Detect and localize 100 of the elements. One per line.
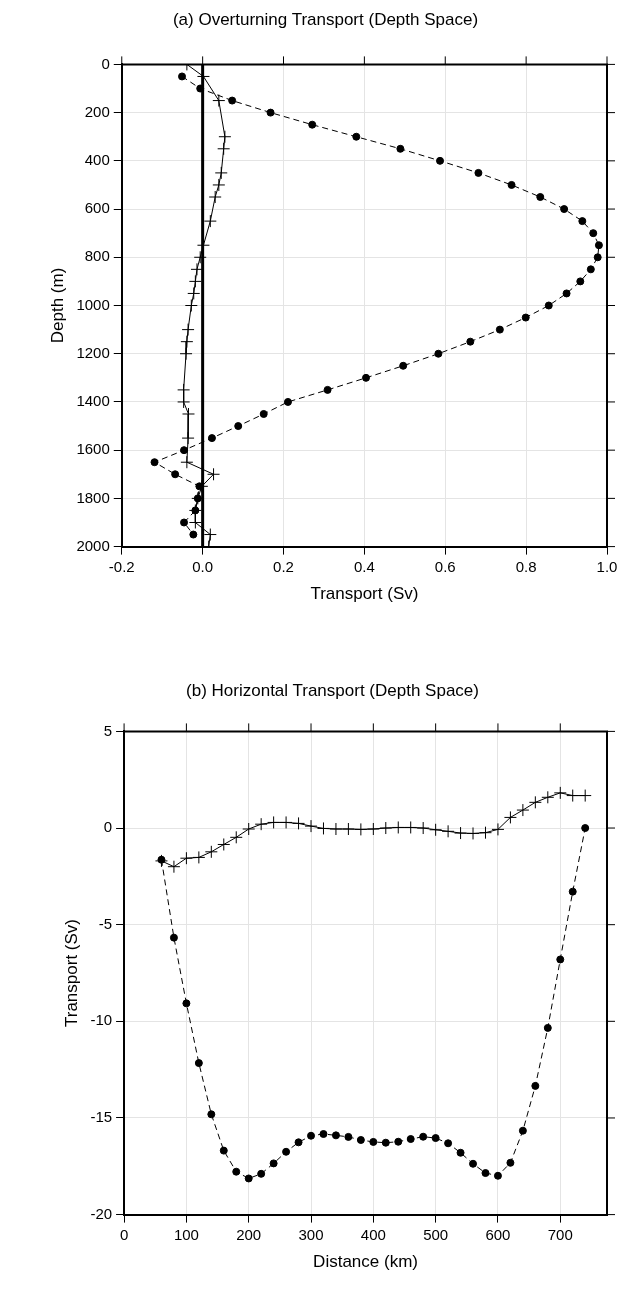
point [507,180,516,189]
point [589,229,598,238]
point [341,822,355,836]
point [257,1169,266,1178]
chart-title: (a) Overturning Transport (Depth Space) [172,9,479,29]
point [419,1132,428,1141]
point [184,299,198,312]
x-tick-label: 400 [360,1225,386,1243]
point [431,1134,440,1143]
point [218,130,232,144]
point [232,1167,241,1176]
point [562,289,571,298]
y-axis-title: Transport (Sv) [61,918,81,1028]
point [282,1147,291,1156]
point [266,108,275,117]
point [469,1159,478,1168]
point [194,1059,203,1068]
point [169,933,178,942]
point [308,120,317,129]
point [304,819,318,833]
point [481,1169,490,1178]
point [279,815,293,829]
point [292,816,306,830]
point [150,458,159,467]
x-tick-label: 0.4 [353,557,375,575]
point [521,313,530,322]
y-tick-label: 2000 [76,536,110,554]
point [212,94,226,108]
point [581,824,590,833]
point [259,410,268,418]
x-tick-label: 0.8 [515,557,537,575]
point [207,434,216,443]
point [242,822,256,836]
y-tick-label: 800 [84,247,110,265]
y-tick-label: 5 [103,721,113,739]
x-tick-label: 100 [173,1225,199,1243]
point [566,789,580,803]
point [578,217,587,226]
point [323,385,332,394]
x-axis-title: Transport (Sv) [310,584,419,604]
point [556,955,565,964]
point [454,826,468,840]
x-tick-label: 200 [236,1225,262,1243]
point [316,821,330,835]
point [344,1132,353,1141]
point [179,851,193,865]
point [331,1131,340,1140]
point [180,335,194,349]
point [244,1174,253,1183]
x-tick-label: 1.0 [596,557,618,575]
point [254,817,268,831]
point [491,822,505,836]
point [466,337,475,346]
point [593,253,602,262]
point [478,826,492,840]
point [181,323,195,337]
y-tick-label: 600 [84,199,110,217]
point [217,837,231,851]
point [171,470,180,479]
point [188,274,202,288]
x-tick-label: 700 [547,1225,573,1243]
point [441,824,455,838]
x-tick-label: 0.6 [434,557,456,575]
point [193,250,207,264]
point [369,1137,378,1146]
point [541,790,555,804]
point [594,241,603,250]
point [356,1135,365,1144]
point [568,887,577,896]
point [543,1023,552,1032]
point [436,156,444,165]
point [416,821,430,835]
y-tick-label: 1000 [76,295,110,313]
point [228,96,237,105]
point [503,810,517,824]
point [434,349,443,358]
point [474,168,483,177]
x-tick-label: -0.2 [108,557,135,575]
point [391,820,405,834]
point [283,397,292,406]
point [180,446,189,455]
y-axis-title: Depth (m) [47,267,67,344]
point [553,786,567,800]
point [518,1126,527,1135]
point [178,72,187,81]
point [404,820,418,834]
point [219,1146,228,1155]
y-tick-label: 1600 [76,440,110,458]
point [192,850,206,864]
y-tick-label: 0 [103,818,113,836]
point [456,1148,465,1157]
point [234,422,243,431]
point [381,1138,390,1147]
point [177,383,191,397]
x-axis-title: Distance (km) [313,1252,418,1272]
point [352,132,361,141]
point [366,822,380,836]
point [269,1159,278,1168]
point [536,193,545,202]
point [379,821,393,835]
